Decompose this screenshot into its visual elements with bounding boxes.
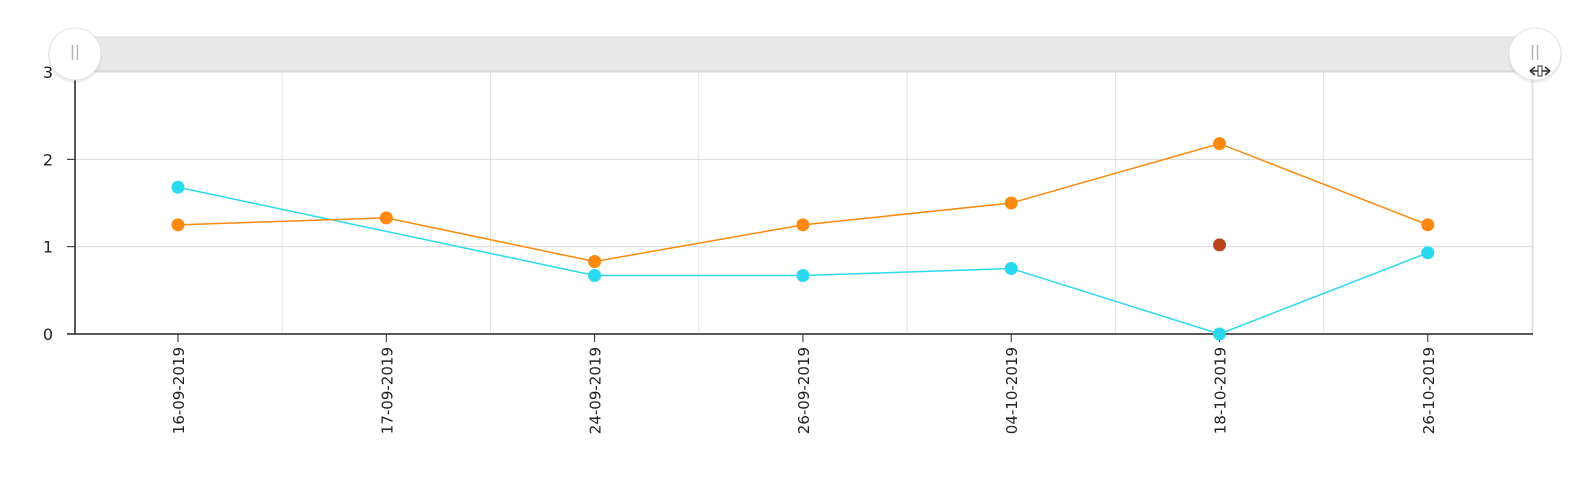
- x-tick-label: 26-09-2019: [795, 347, 813, 434]
- y-tick-label: 1: [43, 238, 53, 257]
- x-tick-label: 24-09-2019: [587, 347, 605, 434]
- series-line-1: [177, 142, 1429, 263]
- series: [171, 137, 1435, 341]
- series-0-data-point: [1004, 262, 1018, 275]
- navigator-left-handle[interactable]: [48, 27, 102, 83]
- series-1-data-point: [171, 218, 185, 232]
- cursor-bar: [1537, 65, 1543, 77]
- series-1-data-point: [1004, 196, 1018, 210]
- series-0-data-point: [588, 268, 602, 282]
- series-1-data-point: [796, 218, 810, 232]
- navigator-range-bar[interactable]: [74, 36, 1536, 72]
- series-0-data-point: [796, 268, 810, 282]
- resize-cursor-icon: [1529, 65, 1551, 77]
- x-tick-label: 17-09-2019: [378, 347, 396, 434]
- series-0-data-point: [1421, 246, 1435, 260]
- navigator-handle-body: [48, 27, 102, 81]
- x-tick-label: 26-10-2019: [1420, 347, 1438, 434]
- navigator-handle-body: [1508, 27, 1562, 81]
- y-tick-label: 3: [43, 63, 53, 82]
- drag-handle-icon: [1531, 45, 1539, 60]
- y-tick-label: 0: [43, 325, 53, 344]
- series-1-data-point: [1213, 137, 1226, 151]
- drag-handle-icon: [71, 45, 79, 60]
- x-tick-label: 18-10-2019: [1212, 347, 1230, 434]
- x-tick-label: 04-10-2019: [1003, 347, 1021, 434]
- series-line-0: [177, 186, 1429, 335]
- y-tick-label: 2: [43, 150, 53, 169]
- series-0-data-point: [1213, 327, 1226, 341]
- range-navigator[interactable]: [48, 27, 1562, 83]
- series-1-data-point: [1421, 218, 1435, 232]
- highlight-data-point: [1213, 238, 1226, 252]
- axes: 0 1 2 3 16-09-2019 17-09-2019 24-09-2019 26-09-…: [43, 62, 1533, 434]
- x-tick-label: 16-09-2019: [170, 347, 188, 434]
- series-1-data-point: [379, 211, 393, 225]
- grid: [75, 71, 1534, 334]
- series-0-data-point: [171, 180, 185, 194]
- series-1-data-point: [588, 255, 602, 269]
